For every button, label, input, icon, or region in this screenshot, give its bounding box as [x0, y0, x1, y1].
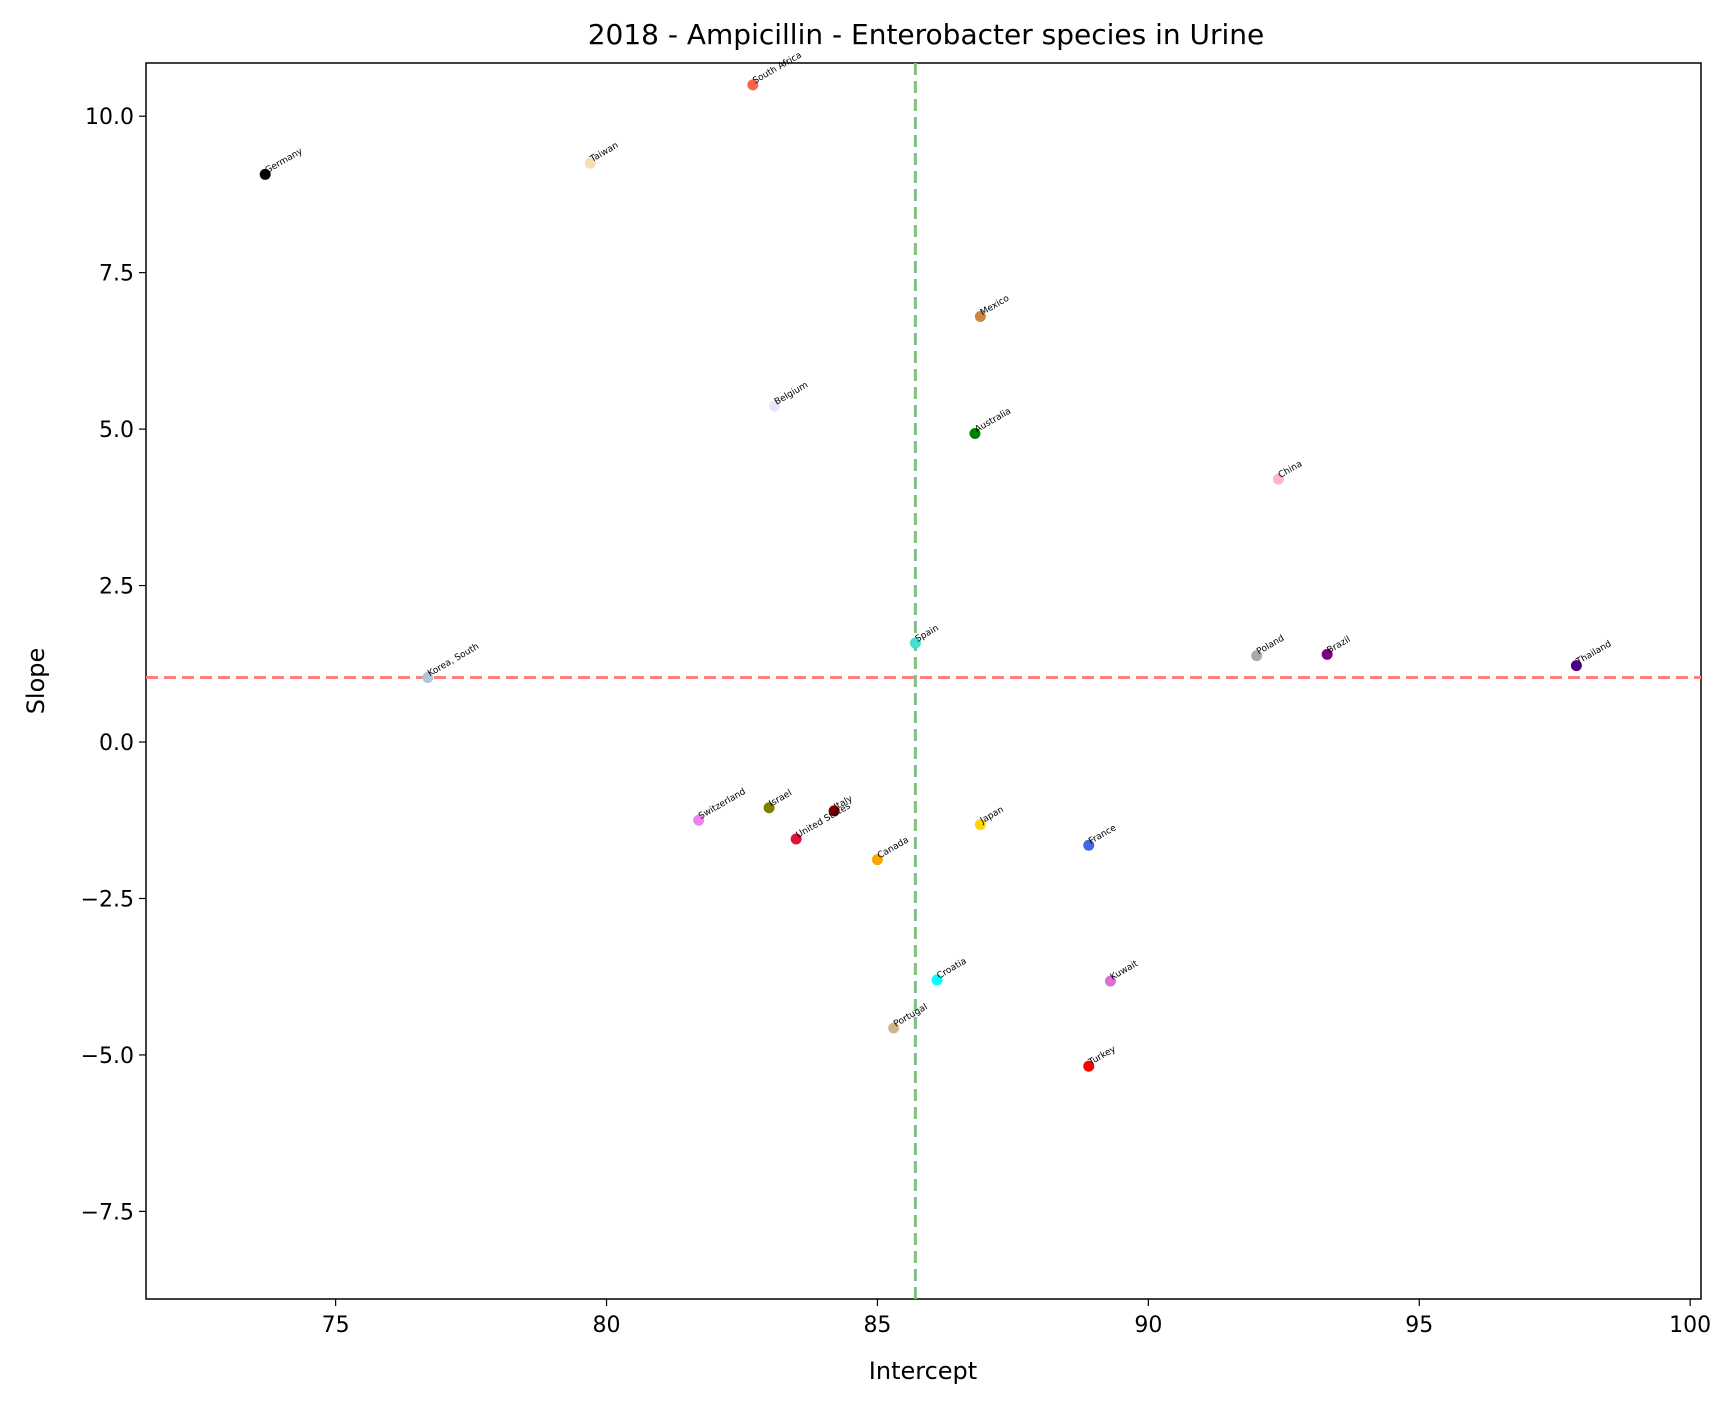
- x-tick-label: 75: [322, 1313, 350, 1338]
- y-axis-ticks: −7.5 −5.0 −2.5 0.0 2.5 5.0 7.5 10.0: [81, 105, 146, 1225]
- point-label: Spain: [914, 623, 941, 644]
- x-axis-ticks: 75 80 85 90 95 100: [322, 1299, 1711, 1338]
- scatter-point: [763, 802, 775, 814]
- point-label: Brazil: [1326, 635, 1353, 656]
- y-tick-label: 2.5: [99, 575, 134, 600]
- scatter-point: [974, 310, 986, 322]
- scatter-point: [974, 819, 986, 831]
- chart-title: 2018 - Ampicillin - Enterobacter species…: [588, 18, 1265, 51]
- scatter-point: [259, 168, 271, 180]
- scatter-point: [969, 427, 981, 439]
- point-label: South Africa: [751, 50, 803, 86]
- scatter-point: [1570, 660, 1582, 672]
- scatter-point: [422, 672, 434, 684]
- y-tick-label: 7.5: [99, 262, 134, 287]
- scatter-point: [828, 805, 840, 817]
- point-label: France: [1087, 823, 1118, 847]
- point-label: Mexico: [979, 293, 1012, 318]
- x-tick-label: 90: [1134, 1313, 1162, 1338]
- point-label: Korea, South: [426, 642, 481, 679]
- scatter-point: [1272, 473, 1284, 485]
- scatter-point: [888, 1022, 900, 1034]
- point-label: Belgium: [773, 380, 810, 407]
- point-label: Poland: [1255, 634, 1286, 658]
- scatter-point: [931, 974, 943, 986]
- x-tick-label: 100: [1669, 1313, 1711, 1338]
- y-tick-label: 0.0: [99, 731, 134, 756]
- point-label: Thailand: [1574, 639, 1613, 667]
- y-tick-label: 5.0: [99, 418, 134, 443]
- y-tick-label: 10.0: [85, 105, 134, 130]
- y-tick-label: −7.5: [81, 1200, 134, 1225]
- scatter-point: [1104, 975, 1116, 987]
- point-label: China: [1277, 459, 1304, 481]
- scatter-point: [584, 157, 596, 169]
- point-label: Canada: [876, 835, 911, 861]
- scatter-point: [693, 814, 705, 826]
- scatter-point: [790, 833, 802, 845]
- point-label: Israel: [768, 788, 794, 809]
- scatter-point: [909, 637, 921, 649]
- point-label: Portugal: [892, 1002, 929, 1029]
- point-label: Taiwan: [588, 141, 620, 165]
- scatter-point: [1321, 648, 1333, 660]
- scatter-point: [1251, 650, 1263, 662]
- scatter-point: [747, 79, 759, 91]
- point-label: Turkey: [1086, 1044, 1118, 1068]
- point-label: Croatia: [936, 957, 969, 982]
- y-tick-label: −5.0: [81, 1044, 134, 1069]
- y-tick-label: −2.5: [81, 887, 134, 912]
- y-axis-label: Slope: [22, 648, 50, 715]
- scatter-points: Germany Taiwan South Africa Mexico Belgium Au…: [259, 50, 1613, 1072]
- plot-area: [145, 62, 1702, 1300]
- scatter-point: [1083, 1060, 1095, 1072]
- scatter-point: [1083, 839, 1095, 851]
- x-tick-label: 85: [863, 1313, 891, 1338]
- scatter-point: [769, 400, 781, 412]
- point-label: Switzerland: [697, 787, 747, 822]
- x-tick-label: 80: [593, 1313, 621, 1338]
- point-label: Kuwait: [1109, 959, 1140, 983]
- scatter-point: [871, 854, 883, 866]
- point-label: Australia: [973, 407, 1012, 436]
- x-tick-label: 95: [1405, 1313, 1433, 1338]
- reference-lines: [146, 63, 1701, 1299]
- point-label: United States: [795, 801, 853, 840]
- x-axis-label: Intercept: [869, 1357, 977, 1385]
- point-label: Japan: [978, 805, 1006, 827]
- point-label: Germany: [264, 146, 305, 176]
